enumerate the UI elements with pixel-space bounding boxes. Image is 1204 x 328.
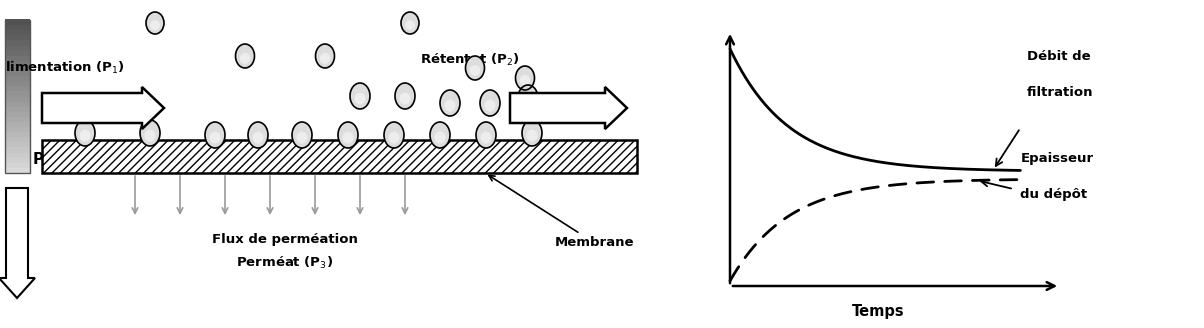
Bar (5, 50, 30, 56)
Text: Temps: Temps (852, 304, 905, 319)
Ellipse shape (395, 83, 415, 109)
FancyArrow shape (42, 87, 164, 129)
Ellipse shape (79, 130, 90, 141)
Ellipse shape (523, 95, 533, 107)
Bar (5, 20, 30, 173)
Bar (5, 45, 30, 51)
Bar (5, 167, 30, 173)
Bar (5, 141, 30, 148)
Bar (5, 162, 30, 168)
Bar (5, 111, 30, 117)
Text: Membrane: Membrane (489, 175, 635, 250)
Text: P: P (33, 153, 45, 168)
Ellipse shape (342, 132, 354, 143)
Text: Rétentat (P$_2$): Rétentat (P$_2$) (420, 52, 519, 68)
Text: Flux de perméation: Flux de perméation (212, 234, 358, 247)
Text: du dépôt: du dépôt (1021, 188, 1087, 201)
Text: filtration: filtration (1027, 86, 1093, 99)
Bar (5, 85, 30, 92)
Bar (5, 152, 30, 158)
Text: limentation (P$_1$): limentation (P$_1$) (5, 60, 125, 76)
Ellipse shape (439, 90, 460, 116)
Ellipse shape (144, 130, 155, 141)
Text: Perméat (P$_3$): Perméat (P$_3$) (236, 255, 334, 271)
Bar (5, 131, 30, 137)
Bar (5, 136, 30, 142)
Bar (5, 116, 30, 122)
Bar (5, 24, 30, 30)
Bar (5, 101, 30, 107)
Bar (5, 80, 30, 86)
Ellipse shape (435, 132, 445, 143)
Bar (5, 60, 30, 66)
Bar (5, 75, 30, 81)
Ellipse shape (470, 65, 480, 76)
Bar (5, 147, 30, 153)
Ellipse shape (236, 44, 254, 68)
Ellipse shape (338, 122, 358, 148)
Ellipse shape (389, 132, 400, 143)
Bar (5, 91, 30, 96)
Bar (5, 126, 30, 132)
Bar (5, 55, 30, 61)
Ellipse shape (430, 122, 450, 148)
Ellipse shape (209, 132, 220, 143)
Text: Epaisseur: Epaisseur (1021, 152, 1093, 165)
Ellipse shape (75, 120, 95, 146)
Ellipse shape (515, 66, 535, 90)
Ellipse shape (480, 90, 500, 116)
Ellipse shape (320, 53, 330, 64)
Ellipse shape (466, 56, 484, 80)
Ellipse shape (526, 130, 537, 141)
Ellipse shape (484, 100, 496, 112)
Bar (5, 34, 30, 40)
Ellipse shape (401, 12, 419, 34)
Ellipse shape (293, 122, 312, 148)
FancyArrow shape (0, 188, 35, 298)
Bar (5, 19, 30, 25)
Ellipse shape (296, 132, 307, 143)
Ellipse shape (384, 122, 405, 148)
Ellipse shape (248, 122, 268, 148)
Ellipse shape (354, 93, 366, 104)
FancyArrow shape (510, 87, 627, 129)
Ellipse shape (400, 93, 411, 104)
Ellipse shape (140, 120, 160, 146)
Bar (5, 70, 30, 76)
Bar (5, 106, 30, 112)
Ellipse shape (476, 122, 496, 148)
Ellipse shape (518, 85, 538, 111)
Bar (5, 157, 30, 163)
Bar (5, 65, 30, 71)
Bar (5, 29, 30, 35)
Ellipse shape (253, 132, 264, 143)
Ellipse shape (480, 132, 491, 143)
Ellipse shape (205, 122, 225, 148)
Ellipse shape (240, 53, 250, 64)
Ellipse shape (150, 20, 160, 30)
Ellipse shape (444, 100, 455, 112)
Ellipse shape (350, 83, 370, 109)
Ellipse shape (520, 75, 530, 86)
Bar (5, 95, 30, 102)
Ellipse shape (523, 120, 542, 146)
Bar (42, 140, 637, 173)
Bar (5, 39, 30, 46)
Bar (5, 121, 30, 127)
Ellipse shape (146, 12, 164, 34)
Ellipse shape (315, 44, 335, 68)
Text: Débit de: Débit de (1027, 50, 1091, 63)
Ellipse shape (405, 20, 415, 30)
